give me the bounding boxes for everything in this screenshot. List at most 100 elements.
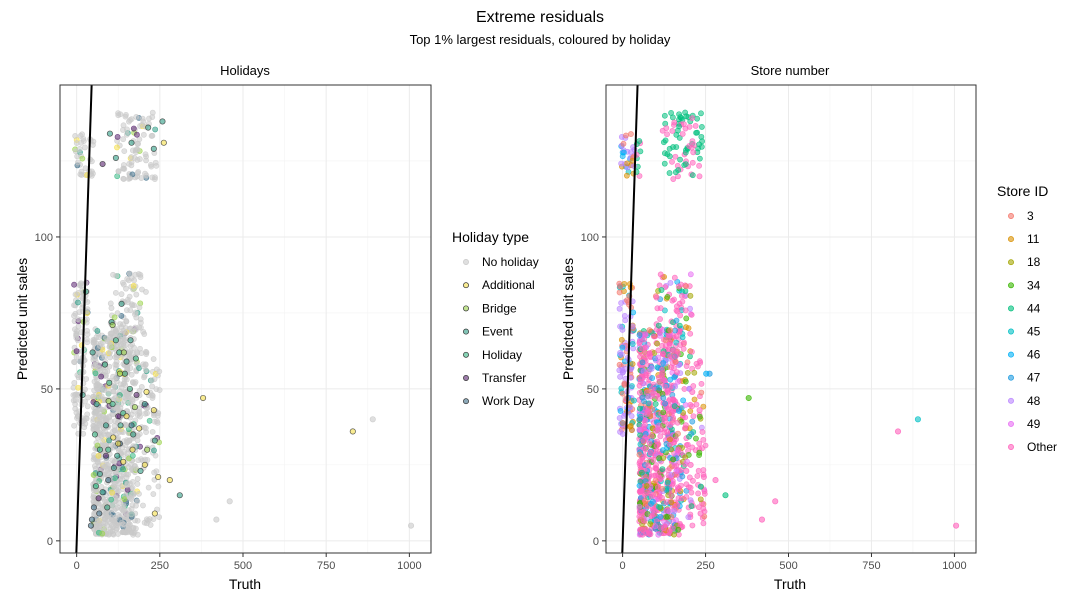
data-point (226, 498, 233, 505)
background-point (654, 340, 661, 347)
background-point (132, 517, 138, 524)
background-point (120, 466, 126, 473)
data-point (127, 337, 134, 344)
background-point (653, 294, 660, 301)
background-point (647, 521, 654, 528)
background-point (134, 531, 141, 538)
background-point (683, 363, 690, 369)
background-point (676, 134, 683, 141)
background-point (674, 419, 681, 426)
background-point (675, 430, 681, 437)
background-point (145, 484, 152, 491)
data-point (115, 413, 122, 420)
background-point (675, 378, 681, 385)
legend-key (1008, 351, 1014, 358)
legend-label: Additional (482, 278, 535, 292)
background-point (90, 498, 97, 505)
background-point (139, 286, 145, 293)
background-point (652, 477, 659, 484)
background-point (629, 383, 635, 389)
data-point (105, 398, 112, 405)
background-point (659, 366, 665, 373)
background-point (665, 389, 671, 396)
background-point (140, 118, 147, 125)
legend-store-id: Store ID 3 11 18 34 44 45 46 47 48 49 Other (997, 183, 1057, 454)
background-point (616, 305, 623, 312)
background-point (667, 528, 673, 535)
background-point (132, 147, 139, 154)
background-point (75, 299, 81, 306)
background-point (670, 456, 677, 463)
background-point (129, 349, 136, 356)
background-point (108, 496, 115, 503)
x-tick-label: 500 (234, 560, 252, 572)
data-point (675, 446, 682, 453)
data-point (96, 510, 103, 517)
background-point (617, 428, 623, 435)
data-point (121, 370, 128, 377)
background-point (134, 481, 141, 487)
background-point (660, 351, 666, 357)
legend-key (1008, 328, 1014, 335)
data-point (137, 467, 144, 474)
background-point (128, 162, 135, 169)
background-point (95, 384, 102, 391)
background-point (653, 466, 660, 473)
background-point (72, 132, 79, 139)
x-tick-label: 0 (620, 560, 626, 572)
background-point (123, 471, 130, 478)
background-point (115, 168, 122, 175)
background-point (675, 283, 682, 290)
background-point (678, 115, 685, 122)
background-point (126, 270, 133, 277)
background-point (140, 502, 146, 509)
background-point (72, 291, 79, 298)
background-point (648, 433, 655, 440)
background-point (106, 437, 113, 444)
background-point (128, 371, 135, 378)
x-tick-label: 500 (779, 560, 797, 572)
background-point (652, 427, 659, 434)
background-point (113, 328, 119, 335)
background-point (114, 310, 121, 317)
background-point (83, 415, 90, 422)
background-point (668, 354, 675, 361)
background-point (695, 490, 702, 497)
data-point (745, 394, 752, 402)
background-point (636, 426, 643, 433)
background-point (127, 117, 134, 123)
y-axis-label-holidays: Predicted unit sales (14, 258, 30, 380)
background-point (682, 402, 689, 408)
x-tick-label: 250 (151, 560, 169, 572)
data-point (106, 130, 113, 137)
background-point (657, 524, 664, 531)
background-point (107, 343, 113, 350)
figure-subtitle: Top 1% largest residuals, coloured by ho… (410, 32, 671, 47)
background-point (668, 110, 674, 116)
background-point (629, 341, 636, 347)
background-point (617, 373, 623, 380)
background-point (114, 144, 120, 151)
background-point (128, 506, 135, 512)
background-point (130, 125, 137, 132)
data-point (93, 401, 100, 408)
background-point (667, 422, 674, 428)
legend-label: 44 (1027, 301, 1041, 315)
background-point (637, 379, 644, 385)
background-point (153, 162, 160, 169)
background-point (664, 429, 671, 435)
background-point (662, 383, 669, 390)
background-point (73, 140, 80, 146)
data-point (101, 361, 108, 368)
background-point (636, 405, 643, 412)
background-point (667, 339, 674, 346)
background-point (76, 145, 83, 152)
background-point (122, 113, 129, 120)
data-point (123, 413, 130, 420)
legend-key (463, 259, 469, 265)
legend-key (1008, 305, 1014, 312)
background-point (142, 367, 149, 373)
background-point (136, 136, 143, 143)
background-point (156, 387, 163, 393)
